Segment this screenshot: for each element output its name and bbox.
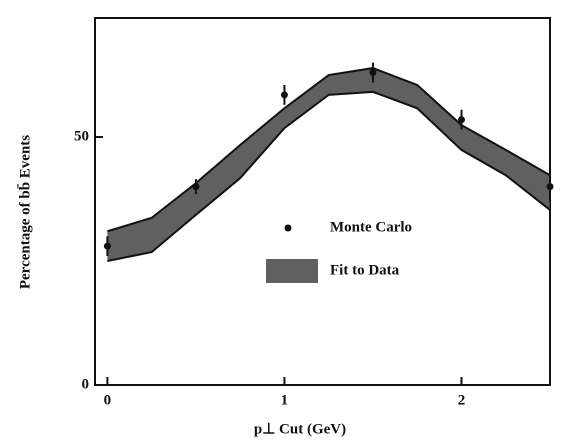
x-tick-label: 2 <box>458 392 466 408</box>
legend-marker <box>284 224 292 232</box>
legend-label: Fit to Data <box>330 262 400 278</box>
mc-point <box>457 116 465 124</box>
y-tick-label: 0 <box>82 376 90 392</box>
x-axis-label: p⊥ Cut (GeV) <box>254 421 346 437</box>
x-tick-label: 1 <box>281 392 289 408</box>
legend-swatch <box>266 259 318 283</box>
fit-band <box>107 68 550 262</box>
y-tick-label: 50 <box>74 128 89 144</box>
mc-point <box>103 242 111 250</box>
plot-frame <box>94 17 551 386</box>
band-edge <box>107 67 551 233</box>
mc-point <box>280 91 288 99</box>
mc-point <box>369 69 377 77</box>
x-tick-label: 0 <box>104 392 112 408</box>
mc-point <box>192 183 200 191</box>
y-axis-label: Percentage of bb̄ Events <box>17 135 33 289</box>
band-edge <box>107 90 551 262</box>
legend-label: Monte Carlo <box>330 219 412 235</box>
mc-point <box>546 183 554 191</box>
